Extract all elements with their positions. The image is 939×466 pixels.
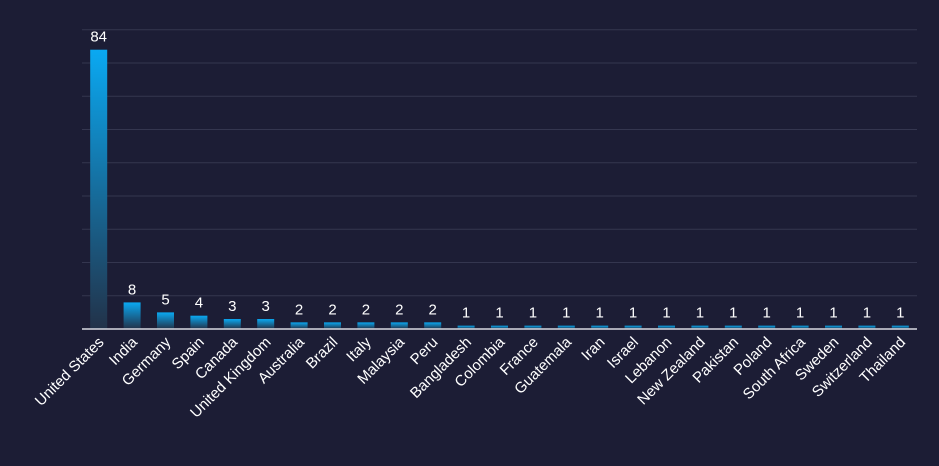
bar-canada xyxy=(223,319,241,329)
data-label-sweden: 1 xyxy=(829,305,837,322)
bar-united-states xyxy=(90,49,108,329)
bars xyxy=(90,49,909,329)
data-label-united-kingdom: 3 xyxy=(262,298,270,315)
bar-australia xyxy=(290,322,308,329)
bar-lebanon xyxy=(658,325,675,329)
bar-brazil xyxy=(324,322,341,329)
bar-colombia xyxy=(491,325,508,329)
bar-south-africa xyxy=(791,325,809,329)
bar-israel xyxy=(624,325,642,329)
bar-united-kingdom xyxy=(257,319,275,329)
tick-label-united-states: United States xyxy=(32,334,108,410)
data-label-guatemala: 1 xyxy=(562,305,570,322)
data-label-poland: 1 xyxy=(763,305,771,322)
gridlines xyxy=(82,29,917,297)
data-label-malaysia: 2 xyxy=(395,301,403,318)
bar-guatemala xyxy=(557,325,575,329)
bar-thailand xyxy=(891,325,909,329)
bar-peru xyxy=(424,322,442,329)
bar-malaysia xyxy=(390,322,408,329)
bar-iran xyxy=(591,325,609,329)
bar-france xyxy=(524,325,542,329)
data-label-new-zealand: 1 xyxy=(696,305,704,322)
bar-switzerland xyxy=(858,325,876,329)
bar-germany xyxy=(157,312,174,329)
data-label-germany: 5 xyxy=(161,291,169,308)
data-label-south-africa: 1 xyxy=(796,305,804,322)
data-label-switzerland: 1 xyxy=(863,305,871,322)
bar-new-zealand xyxy=(691,325,709,329)
data-label-canada: 3 xyxy=(228,298,236,315)
data-label-spain: 4 xyxy=(195,295,203,312)
data-labels: 84 8 5 4 3 3 2 2 2 2 2 1 1 1 1 1 1 1 1 1 1 1 1 1 1 xyxy=(90,29,904,322)
data-label-brazil: 2 xyxy=(328,301,336,318)
data-label-colombia: 1 xyxy=(495,305,503,322)
data-label-france: 1 xyxy=(529,305,537,322)
bar-sweden xyxy=(825,325,842,329)
bar-pakistan xyxy=(724,325,742,329)
data-label-pakistan: 1 xyxy=(729,305,737,322)
bar-india xyxy=(123,302,141,329)
tick-label-brazil: Brazil xyxy=(303,334,342,373)
data-label-thailand: 1 xyxy=(896,305,904,322)
bar-italy xyxy=(357,322,375,329)
bar-poland xyxy=(758,325,776,329)
data-label-iran: 1 xyxy=(596,305,604,322)
bar-bangladesh xyxy=(457,325,475,329)
data-label-peru: 2 xyxy=(429,301,437,318)
data-label-israel: 1 xyxy=(629,305,637,322)
bar-spain xyxy=(190,315,208,329)
data-label-bangladesh: 1 xyxy=(462,305,470,322)
data-label-united-states: 84 xyxy=(90,29,107,46)
x-tick-labels: United StatesIndiaGermanySpainCanadaUnit… xyxy=(32,333,909,421)
data-label-lebanon: 1 xyxy=(662,305,670,322)
data-label-india: 8 xyxy=(128,281,136,298)
data-label-australia: 2 xyxy=(295,301,303,318)
data-label-italy: 2 xyxy=(362,301,370,318)
